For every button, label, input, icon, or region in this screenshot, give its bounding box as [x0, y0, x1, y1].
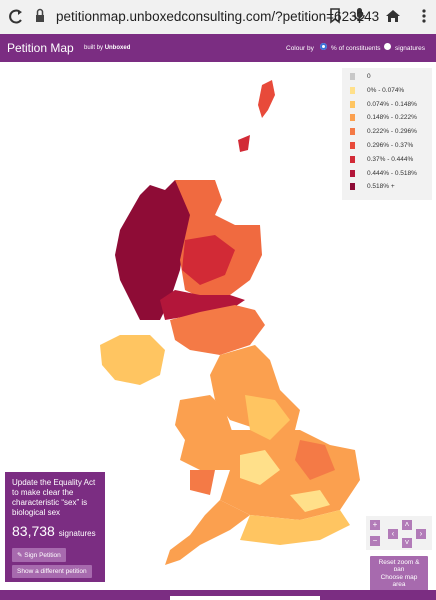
legend-swatch: [350, 114, 355, 122]
url[interactable]: petitionmap.unboxedconsulting.com/?petit…: [56, 9, 380, 24]
brand[interactable]: Unboxed: [104, 45, 131, 51]
bookmark-icon[interactable]: [330, 8, 340, 24]
legend-label: 0.148% - 0.222%: [367, 114, 417, 122]
app-title: Petition Map: [7, 41, 74, 55]
signature-count: 83,738 signatures: [12, 523, 96, 539]
menu-dot: [422, 19, 426, 23]
region[interactable]: [238, 135, 250, 152]
region[interactable]: [170, 305, 265, 355]
region[interactable]: [182, 235, 235, 285]
browser-bar: petitionmap.unboxedconsulting.com/?petit…: [0, 0, 436, 34]
pan-right[interactable]: ›: [416, 529, 426, 539]
menu-dot: [422, 14, 426, 18]
legend-item: 0.37% - 0.444%: [350, 155, 414, 164]
region[interactable]: [100, 335, 165, 385]
region[interactable]: [245, 395, 290, 440]
legend-label: 0.37% - 0.444%: [367, 156, 414, 164]
region[interactable]: [258, 80, 275, 118]
petition-title: Update the Equality Act to make clear th…: [12, 478, 96, 517]
legend-label: 0: [367, 73, 371, 81]
legend-swatch: [350, 86, 355, 94]
sign-label: Sign Petition: [24, 552, 61, 559]
lock-shackle: [36, 8, 44, 15]
pan-up[interactable]: ˄: [402, 520, 412, 530]
zoom-in[interactable]: +: [370, 520, 380, 530]
home-icon[interactable]: [386, 10, 400, 22]
legend-item: 0% - 0.074%: [350, 86, 405, 95]
region[interactable]: [215, 430, 360, 520]
legend-label: 0.222% - 0.296%: [367, 128, 417, 136]
region[interactable]: [115, 180, 195, 320]
pan-down[interactable]: ˅: [402, 538, 412, 548]
radio[interactable]: [384, 43, 391, 50]
built-by-text: built by: [84, 45, 104, 51]
legend-item: 0.074% - 0.148%: [350, 100, 417, 108]
legend: 0 0% - 0.074% 0.074% - 0.148% 0.148% - 0.22…: [342, 68, 432, 200]
legend-label: 0.444% - 0.518%: [367, 169, 417, 177]
legend-label: 0.074% - 0.148%: [367, 100, 417, 108]
mic-icon[interactable]: [357, 8, 362, 18]
legend-label: 0.296% - 0.37%: [367, 142, 414, 150]
legend-item: 0.222% - 0.296%: [350, 128, 417, 135]
petition-box: Update the Equality Act to make clear th…: [5, 472, 105, 582]
region[interactable]: [240, 510, 350, 545]
legend-swatch: [350, 155, 355, 163]
radio-selected[interactable]: [320, 43, 327, 50]
menu-dot[interactable]: [422, 9, 426, 13]
choose-area-button[interactable]: Choose map area: [370, 571, 428, 591]
reload-arrow: [18, 10, 22, 15]
legend-label: 0% - 0.074%: [367, 87, 405, 95]
legend-item: 0.518% +: [350, 183, 395, 191]
legend-swatch: [350, 183, 355, 191]
legend-swatch: [350, 100, 355, 108]
region[interactable]: [290, 490, 330, 512]
region[interactable]: [160, 290, 245, 320]
option[interactable]: % of constituents: [331, 45, 381, 52]
zoom-panel: + − ˄ ‹ › ˅: [366, 516, 432, 550]
browser-icons: [9, 8, 426, 24]
colour-by: Colour by: [286, 45, 314, 52]
zoom-out[interactable]: −: [370, 536, 380, 546]
sign-button[interactable]: ✎ Sign Petition: [12, 548, 66, 562]
reload-icon[interactable]: [9, 9, 22, 24]
legend-item: 0.296% - 0.37%: [350, 142, 413, 149]
mic-stand: [354, 14, 365, 23]
bottom-bar: [0, 590, 436, 600]
lock-icon: [36, 15, 44, 22]
legend-swatch: [350, 73, 355, 80]
region[interactable]: [175, 395, 235, 470]
header: Petition Map built by Unboxed Colour by …: [0, 34, 436, 62]
footer-field: [170, 596, 320, 600]
region[interactable]: [295, 440, 335, 480]
legend-label: 0.518% +: [367, 183, 395, 191]
option[interactable]: signatures: [395, 45, 425, 52]
pan-left[interactable]: ‹: [388, 529, 398, 539]
legend-swatch: [350, 142, 355, 149]
other-petition-button[interactable]: Show a different petition: [12, 565, 92, 578]
legend-item: 0.148% - 0.222%: [350, 114, 417, 122]
legend-item: 0: [350, 73, 371, 80]
region[interactable]: [165, 500, 250, 565]
legend-swatch: [350, 169, 355, 177]
count-unit: signatures: [58, 529, 96, 538]
region[interactable]: [240, 450, 280, 485]
legend-swatch: [350, 128, 355, 136]
map[interactable]: [0, 62, 436, 590]
legend-item: 0.444% - 0.518%: [350, 169, 417, 177]
built-by: built by Unboxed: [84, 45, 130, 51]
count: 83,738: [12, 523, 55, 539]
region[interactable]: [190, 470, 215, 495]
